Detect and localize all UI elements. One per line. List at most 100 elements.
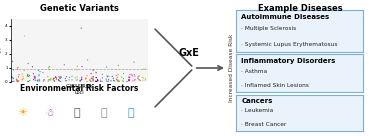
Point: [136, 75, 142, 77]
Text: · Systemic Lupus Erythematosus: · Systemic Lupus Erythematosus: [241, 42, 338, 47]
Point: [14, 79, 20, 81]
Point: [104, 75, 110, 78]
Point: [11, 69, 17, 71]
Point: [74, 69, 80, 71]
Point: [9, 81, 15, 83]
Point: [48, 79, 54, 81]
Point: [127, 79, 132, 81]
Point: [32, 76, 38, 78]
Point: [32, 79, 38, 81]
Point: [57, 77, 63, 79]
Point: [15, 80, 21, 82]
Point: [10, 77, 16, 80]
Point: [88, 80, 94, 82]
Point: [36, 79, 42, 81]
Point: [15, 76, 21, 78]
Point: [90, 77, 96, 79]
Point: [142, 78, 148, 80]
Point: [93, 71, 99, 74]
Point: [51, 77, 56, 80]
Point: [52, 80, 58, 82]
Text: · Leukemia: · Leukemia: [241, 108, 273, 113]
Point: [115, 64, 121, 67]
Point: [58, 80, 63, 83]
Point: [90, 78, 96, 81]
Point: [126, 78, 132, 81]
Point: [37, 71, 43, 73]
Point: [26, 75, 32, 78]
Point: [110, 77, 116, 79]
Point: [131, 74, 137, 76]
Point: [63, 80, 69, 82]
Point: [94, 80, 100, 83]
Point: [79, 79, 85, 81]
Y-axis label: -log(p): -log(p): [0, 44, 2, 57]
Point: [63, 79, 69, 82]
Point: [93, 77, 99, 79]
Point: [67, 76, 73, 78]
Point: [34, 79, 40, 82]
Text: Example Diseases: Example Diseases: [258, 4, 343, 13]
Point: [56, 79, 62, 82]
Point: [90, 80, 96, 82]
Point: [14, 78, 20, 80]
Point: [99, 80, 105, 83]
Text: Environmental Risk Factors: Environmental Risk Factors: [20, 84, 138, 93]
Text: Autoimmune Diseases: Autoimmune Diseases: [241, 14, 330, 20]
Point: [45, 80, 51, 82]
Point: [116, 80, 122, 82]
Point: [104, 75, 110, 77]
Point: [15, 67, 21, 69]
Point: [41, 79, 47, 81]
Point: [27, 80, 33, 82]
Point: [25, 80, 31, 82]
Point: [15, 80, 21, 82]
Point: [99, 73, 105, 75]
Point: [115, 80, 121, 82]
Point: [10, 81, 16, 83]
Point: [20, 75, 26, 77]
Point: [11, 80, 17, 82]
Point: [35, 80, 41, 82]
Point: [21, 70, 27, 72]
Point: [88, 73, 94, 75]
Point: [19, 73, 25, 75]
Point: [74, 79, 80, 81]
Text: ☃: ☃: [44, 108, 54, 118]
Point: [66, 79, 72, 81]
Point: [142, 79, 148, 81]
Point: [109, 75, 115, 78]
Point: [51, 79, 57, 81]
Point: [115, 79, 121, 81]
Point: [83, 78, 89, 80]
Point: [20, 78, 26, 80]
Point: [55, 78, 61, 81]
Point: [113, 75, 119, 77]
Point: [54, 77, 59, 79]
Point: [69, 75, 75, 77]
Point: [58, 76, 63, 78]
Point: [31, 75, 37, 77]
Point: [51, 77, 57, 79]
Point: [37, 80, 42, 82]
Point: [106, 78, 111, 81]
Point: [121, 72, 127, 75]
Point: [118, 76, 124, 78]
Point: [120, 80, 125, 82]
Point: [111, 79, 117, 81]
Point: [132, 75, 138, 77]
X-axis label: GWAS Risk
Loci: GWAS Risk Loci: [66, 84, 93, 95]
Point: [87, 79, 93, 81]
Point: [94, 80, 100, 82]
Point: [135, 76, 141, 78]
Point: [131, 61, 137, 63]
Point: [45, 75, 51, 78]
Text: Genetic Variants: Genetic Variants: [40, 4, 119, 13]
Point: [74, 76, 80, 78]
Text: · Inflamed Skin Lesions: · Inflamed Skin Lesions: [241, 83, 309, 88]
Point: [104, 66, 110, 68]
Text: Inflammatory Disorders: Inflammatory Disorders: [241, 58, 336, 64]
Point: [36, 78, 42, 81]
Point: [19, 78, 25, 81]
Point: [79, 76, 85, 78]
